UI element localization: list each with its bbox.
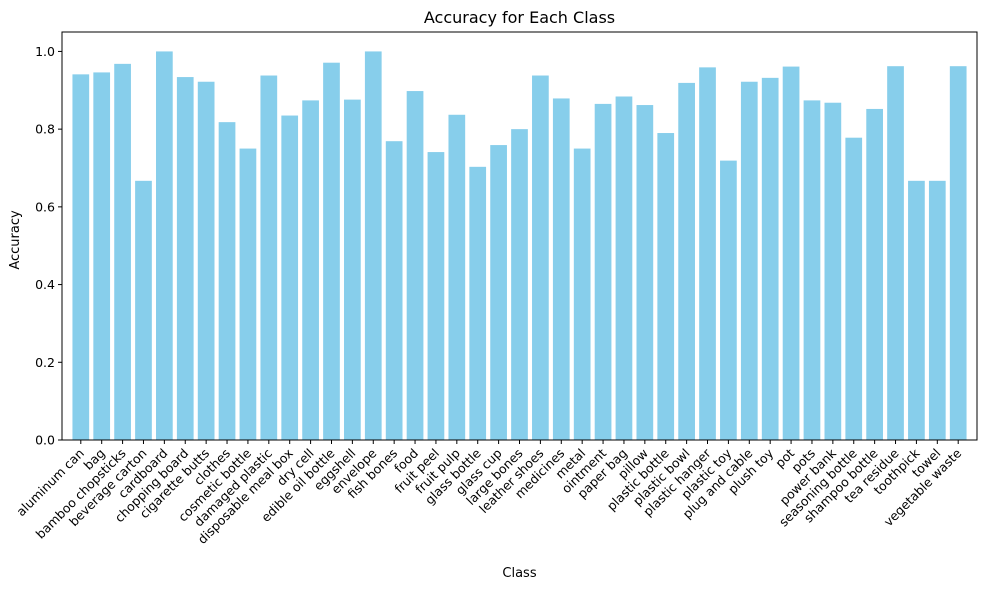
bar bbox=[427, 152, 445, 440]
bar bbox=[552, 98, 570, 440]
bar bbox=[720, 160, 737, 440]
chart-title: Accuracy for Each Class bbox=[424, 8, 615, 27]
bar bbox=[636, 105, 654, 441]
bar bbox=[406, 91, 424, 440]
bar bbox=[887, 66, 904, 440]
bar bbox=[594, 103, 612, 440]
bar bbox=[573, 148, 591, 440]
bar bbox=[532, 75, 549, 441]
y-tick-label: 0.0 bbox=[35, 433, 55, 448]
bar bbox=[364, 51, 382, 441]
bar bbox=[949, 66, 967, 440]
bar bbox=[490, 145, 507, 440]
bar bbox=[344, 99, 361, 441]
bar bbox=[218, 122, 236, 441]
bar bbox=[761, 77, 779, 440]
y-tick-label: 0.2 bbox=[35, 355, 55, 370]
bar bbox=[824, 102, 842, 440]
bar bbox=[197, 81, 215, 441]
bar bbox=[678, 82, 695, 441]
bar bbox=[469, 166, 487, 440]
bar bbox=[866, 108, 883, 440]
bar bbox=[615, 96, 633, 440]
bar bbox=[803, 100, 821, 440]
y-tick-label: 1.0 bbox=[35, 44, 55, 59]
bar bbox=[448, 114, 466, 441]
bar bbox=[323, 62, 340, 440]
bar bbox=[135, 180, 152, 440]
bar bbox=[239, 148, 257, 440]
bar bbox=[845, 137, 863, 440]
bar bbox=[281, 115, 299, 440]
bar bbox=[657, 133, 675, 440]
y-axis-label: Accuracy bbox=[8, 210, 23, 270]
bar bbox=[72, 74, 90, 440]
y-tick-label: 0.6 bbox=[35, 199, 55, 214]
bar bbox=[740, 81, 758, 441]
bar bbox=[908, 180, 925, 440]
bar bbox=[302, 100, 319, 440]
y-tick-label: 0.8 bbox=[35, 122, 55, 137]
y-tick-label: 0.4 bbox=[35, 277, 55, 292]
bar bbox=[385, 141, 403, 440]
bar bbox=[928, 180, 946, 440]
bar bbox=[156, 51, 173, 441]
bar bbox=[699, 67, 716, 441]
bar bbox=[511, 129, 528, 440]
x-axis-label: Class bbox=[502, 566, 536, 581]
bar bbox=[114, 63, 131, 441]
bar bbox=[176, 77, 194, 440]
bar bbox=[93, 72, 111, 440]
bar bbox=[260, 75, 278, 441]
bar bbox=[782, 66, 800, 440]
